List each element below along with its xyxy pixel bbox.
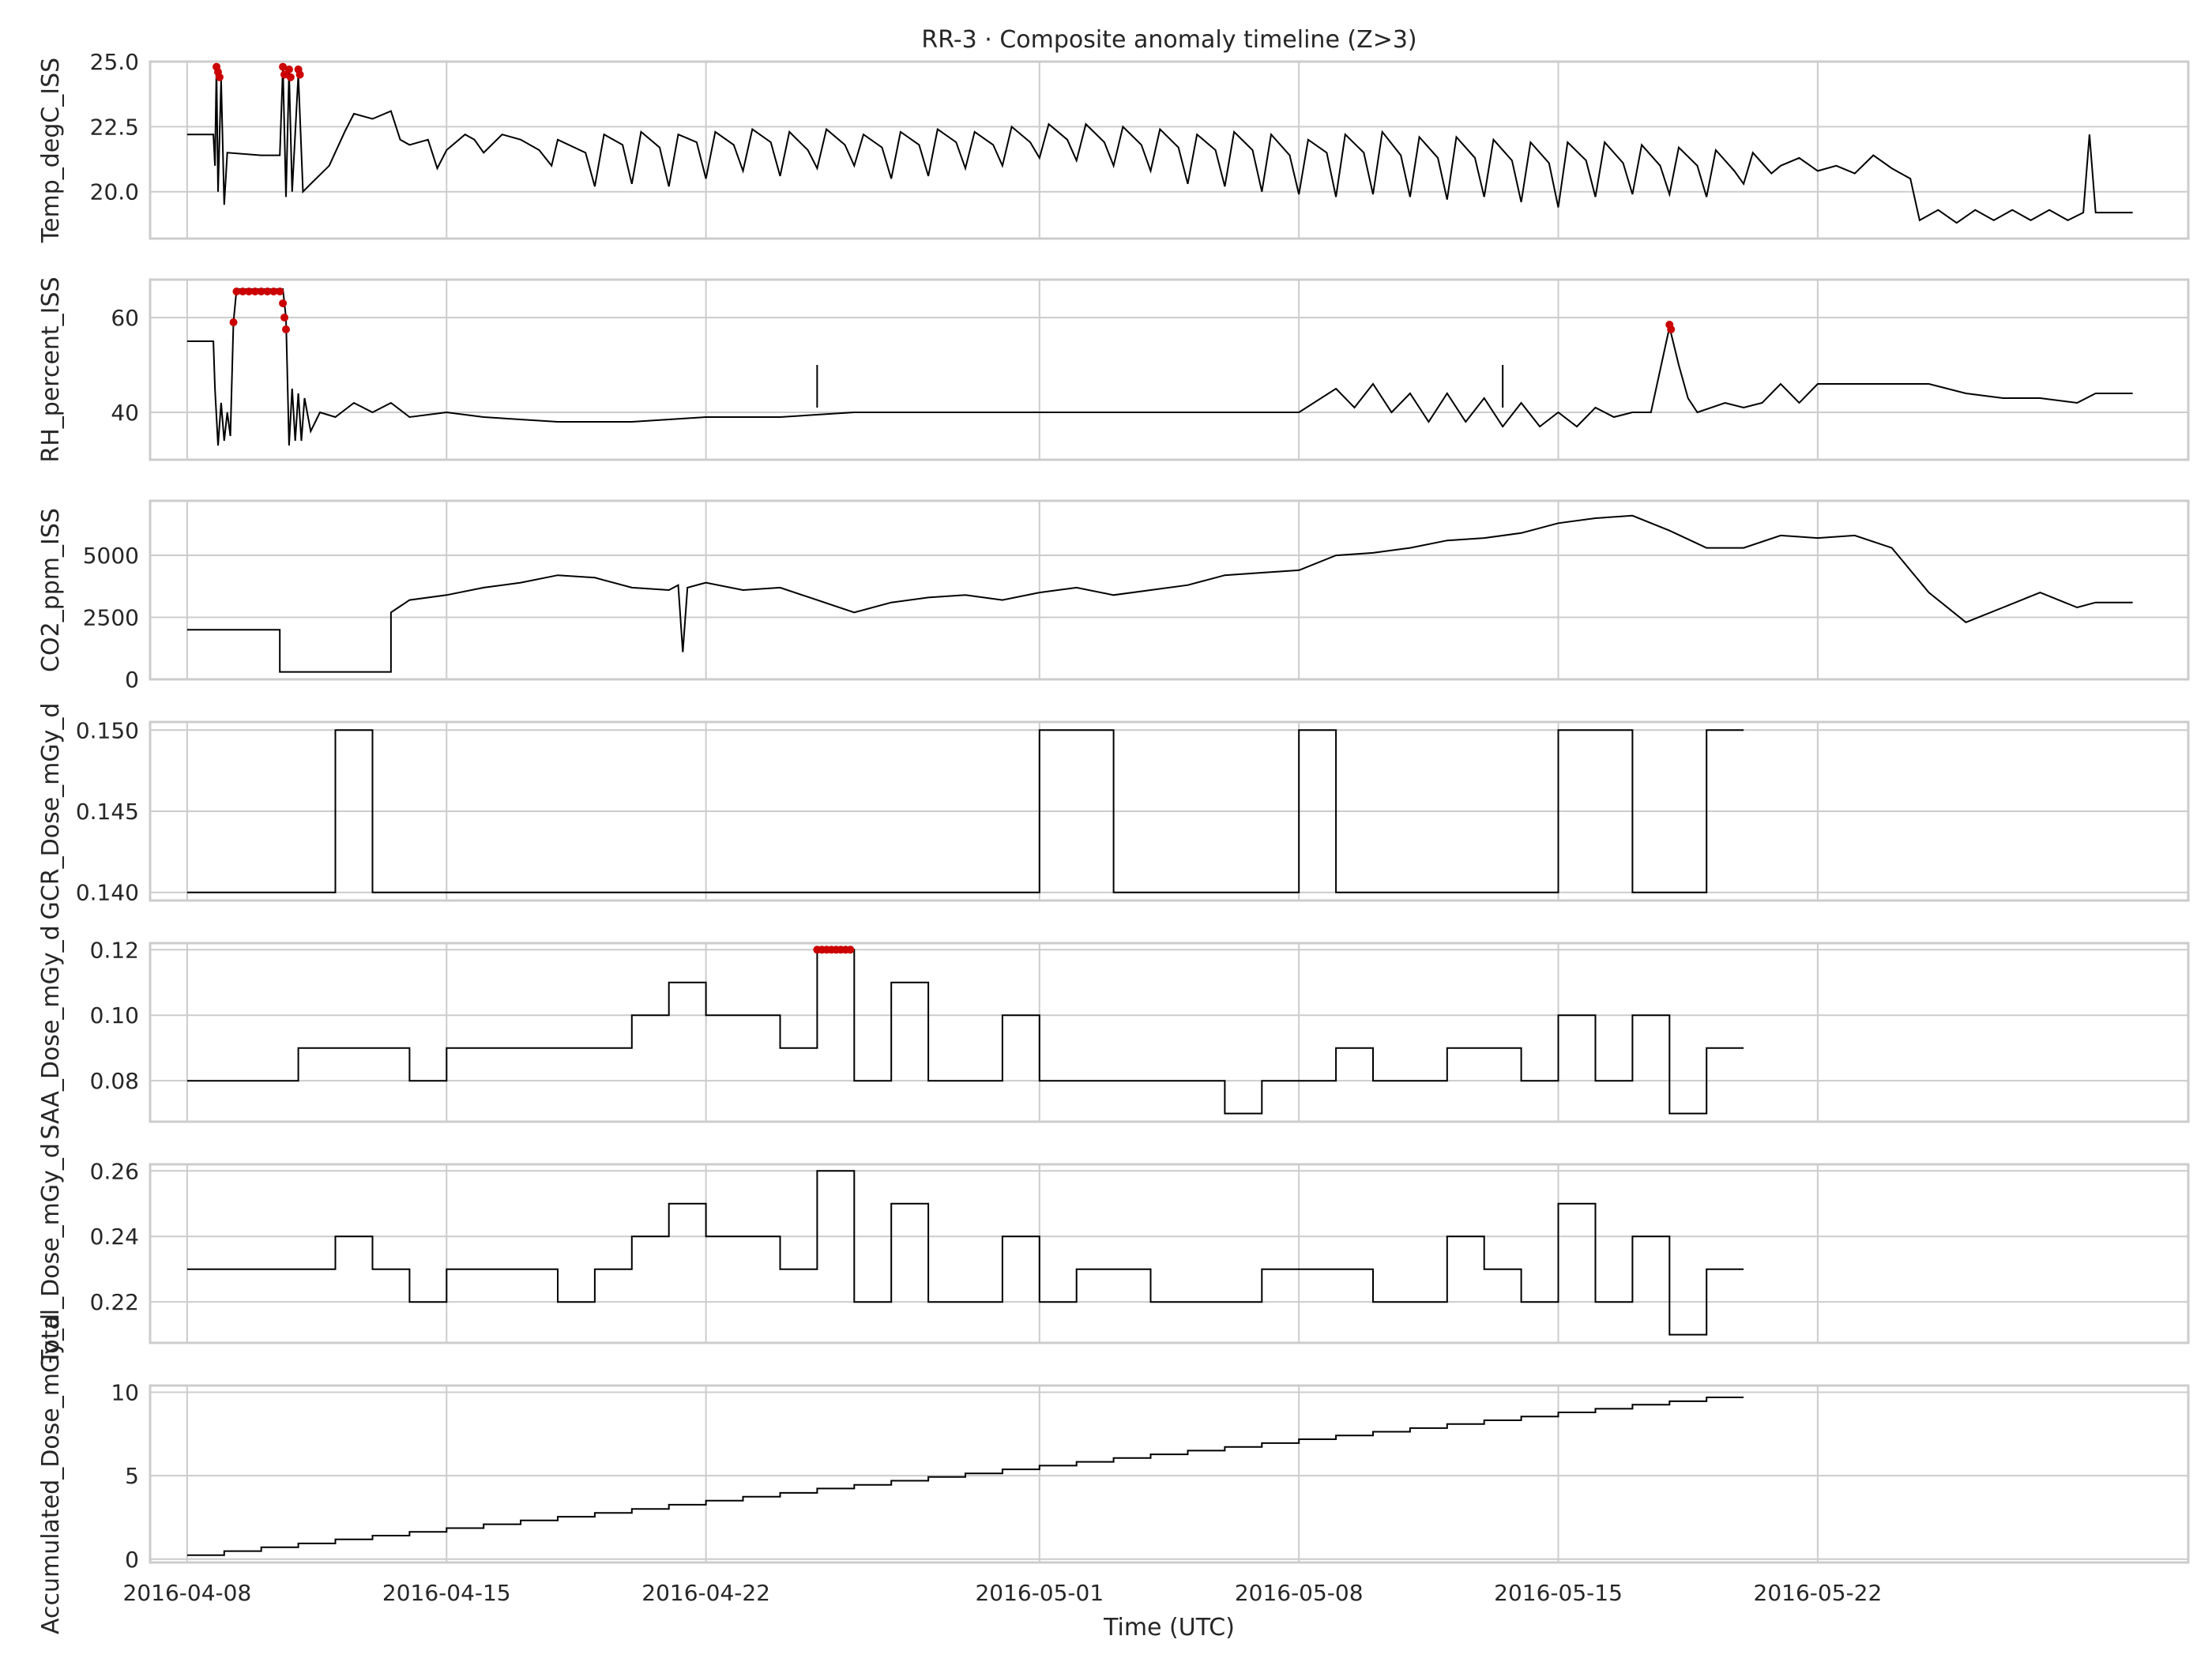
y-tick-label: 2500 <box>83 605 139 631</box>
anomaly-point <box>239 288 247 295</box>
anomaly-point <box>1667 325 1676 333</box>
series-line <box>186 514 2133 673</box>
anomaly-point <box>269 288 278 295</box>
y-axis-label: RH_percent_ISS <box>37 276 65 462</box>
anomaly-point <box>250 288 259 295</box>
y-tick-label: 40 <box>111 400 139 426</box>
x-axis-label: Time (UTC) <box>1103 1614 1235 1641</box>
y-tick-label: 0.150 <box>76 717 139 743</box>
series-line <box>186 949 1744 1115</box>
x-tick-label: 2016-04-15 <box>382 1580 511 1606</box>
anomaly-point <box>263 288 272 295</box>
y-tick-label: 5 <box>125 1463 139 1489</box>
anomaly-point <box>279 62 288 71</box>
panel-6: 0.22 0.24 0.26 Total_Dose_mGy_d <box>37 1143 2190 1365</box>
y-tick-label: 0.140 <box>76 880 139 906</box>
panel-frame <box>149 60 2190 240</box>
anomaly-point <box>280 70 289 79</box>
x-tick-label: 2016-05-15 <box>1494 1580 1623 1606</box>
anomaly-point <box>846 946 855 954</box>
anomaly-point <box>282 325 290 333</box>
y-tick-label: 5000 <box>83 543 139 569</box>
y-axis-label: CO2_ppm_ISS <box>37 508 65 672</box>
panel-frame <box>149 942 2190 1123</box>
anomaly-point <box>257 288 265 295</box>
x-tick-label: 2016-04-08 <box>123 1580 252 1606</box>
panel-frame <box>149 1163 2190 1344</box>
y-tick-label: 0.26 <box>90 1158 139 1184</box>
y-tick-label: 60 <box>111 305 139 331</box>
anomaly-point <box>229 318 238 326</box>
y-tick-label: 0 <box>125 1547 139 1573</box>
anomaly-point <box>276 288 284 295</box>
panels-group: 20.0 22.5 25.0 Temp_degC_ISS 40 60 RH_percent_… <box>37 49 2190 1634</box>
anomaly-point <box>215 73 224 81</box>
y-axis-label: Accumulated_Dose_mGy_d <box>37 1314 65 1634</box>
y-tick-label: 0.08 <box>90 1068 139 1094</box>
x-tick-label: 2016-05-08 <box>1235 1580 1364 1606</box>
y-axis-label: GCR_Dose_mGy_d <box>37 703 65 920</box>
y-axis-label: SAA_Dose_mGy_d <box>37 925 65 1139</box>
y-tick-label: 0.12 <box>90 937 139 963</box>
anomaly-point <box>295 70 304 79</box>
y-tick-label: 0.145 <box>76 799 139 825</box>
x-tick-labels: 2016-04-08 2016-04-15 2016-04-22 2016-05-01… <box>123 1580 1883 1606</box>
y-tick-label: 0 <box>125 667 139 693</box>
panel-7: 0 5 10 Accumulated_Dose_mGy_d <box>37 1314 2190 1634</box>
anomaly-point <box>279 299 288 307</box>
x-tick-label: 2016-05-01 <box>975 1580 1104 1606</box>
x-tick-label: 2016-04-22 <box>641 1580 770 1606</box>
y-tick-label: 0.24 <box>90 1224 139 1250</box>
panel-4: 0.140 0.145 0.150 GCR_Dose_mGy_d <box>37 703 2190 920</box>
anomaly-point <box>232 288 241 295</box>
series-line <box>186 1170 1744 1336</box>
panel-frame <box>149 499 2190 681</box>
y-tick-label: 22.5 <box>90 114 139 140</box>
y-tick-label: 20.0 <box>90 179 139 205</box>
panel-2: 40 60 RH_percent_ISS <box>37 276 2190 463</box>
chart-title: RR-3 · Composite anomaly timeline (Z>3) <box>921 26 1416 54</box>
x-tick-label: 2016-05-22 <box>1754 1580 1883 1606</box>
y-axis-label: Total_Dose_mGy_d <box>37 1143 65 1365</box>
panel-frame <box>149 720 2190 902</box>
series-line <box>186 66 2133 224</box>
series-line <box>186 1397 1744 1556</box>
panel-1: 20.0 22.5 25.0 Temp_degC_ISS <box>37 49 2190 243</box>
anomaly-point <box>280 314 289 321</box>
y-tick-label: 25.0 <box>90 49 139 75</box>
y-tick-label: 10 <box>111 1379 139 1405</box>
anomaly-point <box>286 73 295 81</box>
y-tick-label: 0.10 <box>90 1002 139 1028</box>
anomaly-point <box>284 65 293 73</box>
series-line <box>186 729 1744 893</box>
anomaly-point <box>245 288 254 295</box>
y-axis-label: Temp_degC_ISS <box>37 58 65 243</box>
y-tick-label: 0.22 <box>90 1289 139 1315</box>
panel-3: 0 2500 5000 CO2_ppm_ISS <box>37 499 2190 693</box>
series-line <box>186 288 2133 446</box>
panel-frame <box>149 278 2190 461</box>
panel-frame <box>149 1384 2190 1564</box>
panel-5: 0.08 0.10 0.12 SAA_Dose_mGy_d <box>37 925 2190 1140</box>
